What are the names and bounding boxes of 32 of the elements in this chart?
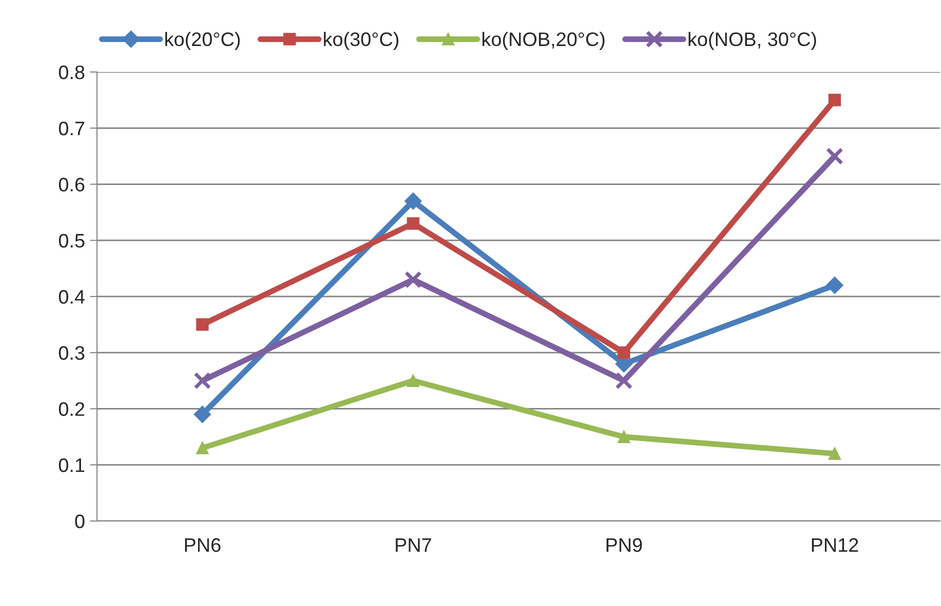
point [406, 217, 420, 230]
point [828, 94, 841, 106]
x-tick-label: PN6 [185, 538, 220, 552]
legend-label: ko(30°C) [324, 32, 398, 50]
y-tick-label: 0.1 [58, 458, 84, 472]
y-tick-label: 0.7 [58, 122, 84, 136]
point [826, 276, 844, 294]
point [196, 442, 209, 454]
x-tick-label: PN7 [396, 538, 432, 552]
point [196, 318, 209, 331]
point [194, 372, 212, 390]
point [615, 372, 633, 390]
y-tick-label: 0 [75, 514, 84, 528]
y-tick-label: 0.6 [58, 178, 84, 192]
legend-label: ko(NOB,20°C) [482, 32, 604, 50]
y-tick-label: 0.2 [58, 402, 84, 416]
y-tick-label: 0.8 [58, 65, 84, 80]
x-tick-label: PN9 [606, 538, 642, 552]
point [406, 374, 420, 387]
y-tick-label: 0.5 [58, 234, 84, 248]
x-tick-label: PN12 [812, 538, 858, 552]
point [404, 192, 422, 210]
y-tick-label: 0.3 [58, 346, 84, 360]
legend-label: ko(20°C) [165, 32, 240, 50]
legend-label: ko(NOB, 30°C) [688, 32, 816, 50]
point [194, 406, 211, 423]
point [618, 430, 630, 444]
point [828, 447, 841, 460]
point [404, 270, 422, 288]
point [826, 148, 844, 165]
y-tick-label: 0.4 [58, 290, 85, 304]
point [618, 346, 630, 359]
